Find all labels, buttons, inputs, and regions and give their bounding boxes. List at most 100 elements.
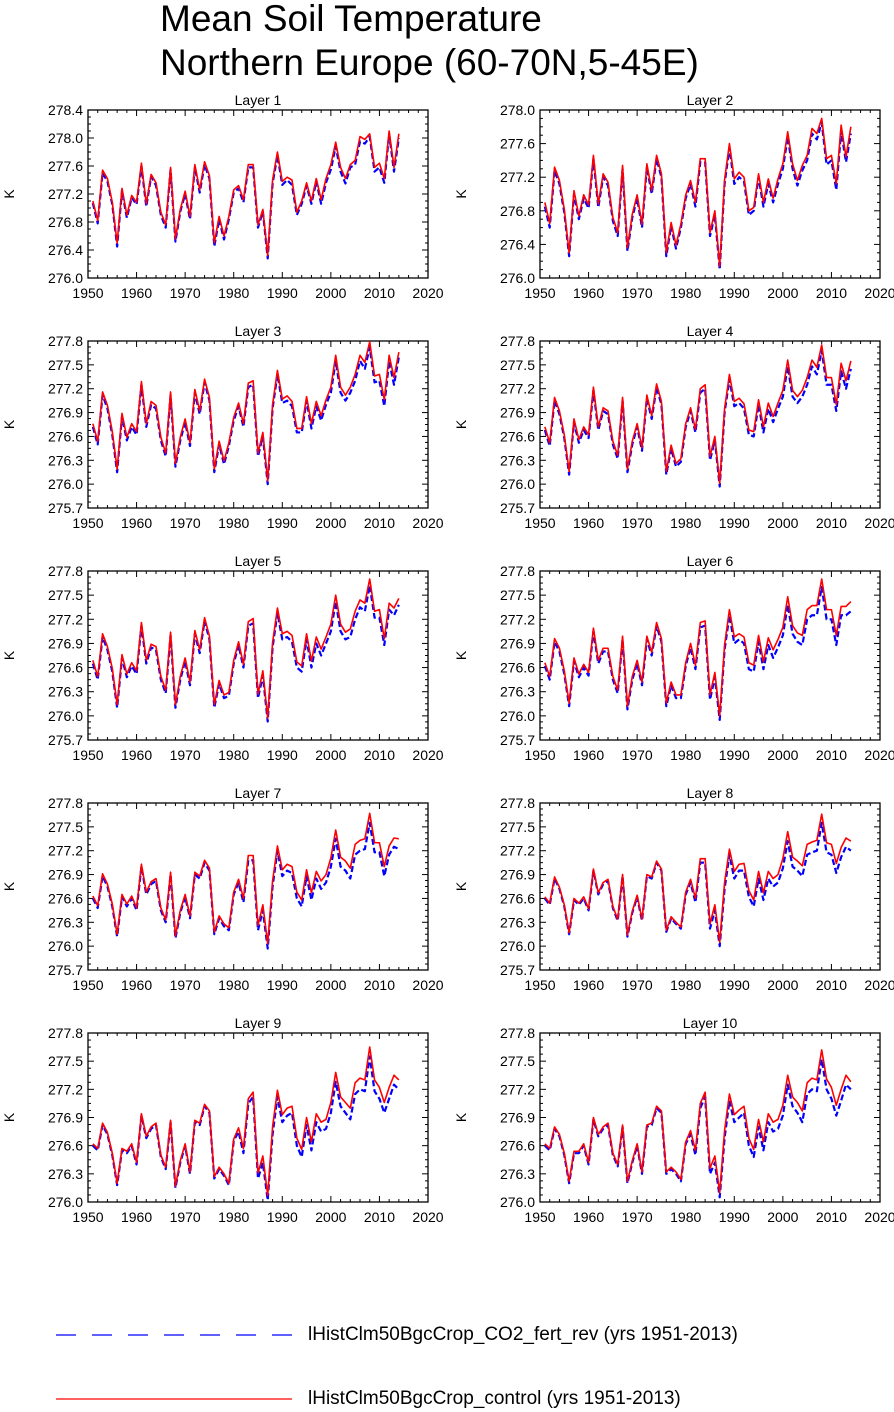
- x-tick-label: 1970: [170, 1209, 201, 1225]
- y-tick-label: 275.7: [500, 962, 535, 978]
- series-line-control: [544, 1049, 852, 1194]
- x-tick-label: 2020: [412, 977, 443, 993]
- x-tick-label: 1950: [72, 285, 103, 301]
- y-tick-label: 277.5: [500, 819, 535, 835]
- y-tick-label: 277.2: [500, 611, 535, 627]
- x-tick-label: 2000: [767, 1209, 798, 1225]
- y-tick-label: 275.7: [48, 500, 83, 516]
- y-tick-label: 276.3: [48, 452, 83, 468]
- x-tick-label: 1970: [170, 977, 201, 993]
- x-tick-label: 1980: [218, 1209, 249, 1225]
- y-tick-label: 276.0: [48, 270, 83, 286]
- panel-title: Layer 6: [687, 553, 734, 569]
- x-tick-label: 1980: [670, 1209, 701, 1225]
- x-tick-label: 1960: [121, 747, 152, 763]
- y-tick-label: 278.4: [48, 102, 83, 118]
- x-tick-label: 1950: [524, 285, 555, 301]
- y-tick-label: 277.2: [48, 381, 83, 397]
- x-tick-label: 1950: [524, 747, 555, 763]
- y-tick-label: 276.0: [500, 1194, 535, 1210]
- x-tick-label: 1950: [72, 977, 103, 993]
- y-tick-label: 277.5: [48, 587, 83, 603]
- x-tick-label: 1960: [573, 515, 604, 531]
- y-axis-label: K: [453, 881, 469, 891]
- y-tick-label: 276.4: [500, 236, 535, 252]
- y-tick-label: 276.4: [48, 242, 83, 258]
- x-tick-label: 1960: [121, 285, 152, 301]
- y-tick-label: 276.6: [500, 1138, 535, 1154]
- y-axis-label: K: [453, 650, 469, 660]
- panel-title: Layer 7: [235, 785, 282, 801]
- x-tick-label: 2010: [364, 285, 395, 301]
- y-tick-label: 276.9: [500, 635, 535, 651]
- y-tick-label: 276.9: [500, 867, 535, 883]
- y-axis-label: K: [1, 419, 17, 429]
- y-tick-label: 276.9: [48, 867, 83, 883]
- x-tick-label: 2020: [864, 977, 894, 993]
- x-tick-label: 1950: [524, 977, 555, 993]
- x-tick-label: 1990: [267, 977, 298, 993]
- y-axis-label: K: [1, 650, 17, 660]
- x-tick-label: 2000: [767, 285, 798, 301]
- y-tick-label: 277.8: [500, 795, 535, 811]
- x-tick-label: 2000: [767, 977, 798, 993]
- legend: [56, 1334, 292, 1400]
- y-tick-label: 276.3: [500, 452, 535, 468]
- y-tick-label: 276.0: [500, 476, 535, 492]
- x-tick-label: 2020: [864, 285, 894, 301]
- y-tick-label: 276.3: [48, 684, 83, 700]
- x-tick-label: 1990: [719, 285, 750, 301]
- chart-panel-layer-10: Layer 10 K 1950 1960 1970 1980 1990 2000 2010 202…: [453, 1015, 894, 1225]
- series-line-control: [544, 578, 852, 717]
- figure-title-line1: Mean Soil Temperature: [160, 0, 542, 39]
- x-tick-label: 1970: [622, 285, 653, 301]
- y-tick-label: 276.0: [48, 1194, 83, 1210]
- series-line-control: [544, 813, 852, 943]
- x-tick-label: 2010: [364, 515, 395, 531]
- y-axis-label: K: [1, 1112, 17, 1122]
- x-tick-label: 1990: [267, 515, 298, 531]
- x-tick-label: 2000: [315, 515, 346, 531]
- x-tick-label: 1960: [121, 977, 152, 993]
- x-tick-label: 1950: [72, 515, 103, 531]
- y-tick-label: 276.9: [48, 635, 83, 651]
- chart-panel-layer-1: Layer 1 K 1950 1960 1970 1980 1990 2000 2010 2020…: [1, 92, 444, 301]
- x-tick-label: 1970: [170, 747, 201, 763]
- x-tick-label: 2010: [364, 977, 395, 993]
- y-axis-label: K: [1, 189, 17, 199]
- x-tick-label: 1960: [121, 515, 152, 531]
- x-tick-label: 2010: [816, 747, 847, 763]
- y-tick-label: 277.2: [48, 186, 83, 202]
- x-tick-label: 1980: [218, 977, 249, 993]
- y-tick-label: 277.5: [48, 1053, 83, 1069]
- series-line-control: [544, 117, 852, 268]
- y-tick-label: 277.8: [500, 333, 535, 349]
- y-tick-label: 276.6: [500, 428, 535, 444]
- x-tick-label: 1990: [267, 747, 298, 763]
- x-tick-label: 2010: [816, 515, 847, 531]
- y-tick-label: 276.6: [500, 660, 535, 676]
- x-tick-label: 2020: [412, 285, 443, 301]
- y-tick-label: 277.8: [48, 1025, 83, 1041]
- x-tick-label: 2000: [315, 285, 346, 301]
- y-tick-label: 276.9: [500, 1110, 535, 1126]
- y-tick-label: 276.8: [48, 214, 83, 230]
- y-tick-label: 276.0: [48, 708, 83, 724]
- series-line-control: [92, 130, 400, 257]
- x-tick-label: 1950: [524, 1209, 555, 1225]
- x-tick-label: 2020: [412, 515, 443, 531]
- x-tick-label: 1980: [670, 747, 701, 763]
- x-tick-label: 2020: [864, 747, 894, 763]
- y-tick-label: 276.6: [48, 1138, 83, 1154]
- figure-title-line2: Northern Europe (60-70N,5-45E): [160, 42, 699, 83]
- x-tick-label: 2010: [816, 977, 847, 993]
- y-tick-label: 277.2: [48, 843, 83, 859]
- y-tick-label: 276.6: [48, 890, 83, 906]
- x-tick-label: 2020: [864, 515, 894, 531]
- x-tick-label: 1980: [670, 977, 701, 993]
- y-tick-label: 276.0: [500, 270, 535, 286]
- plot-frame: [87, 340, 429, 509]
- x-tick-label: 2010: [364, 1209, 395, 1225]
- plot-frame: [539, 1032, 881, 1203]
